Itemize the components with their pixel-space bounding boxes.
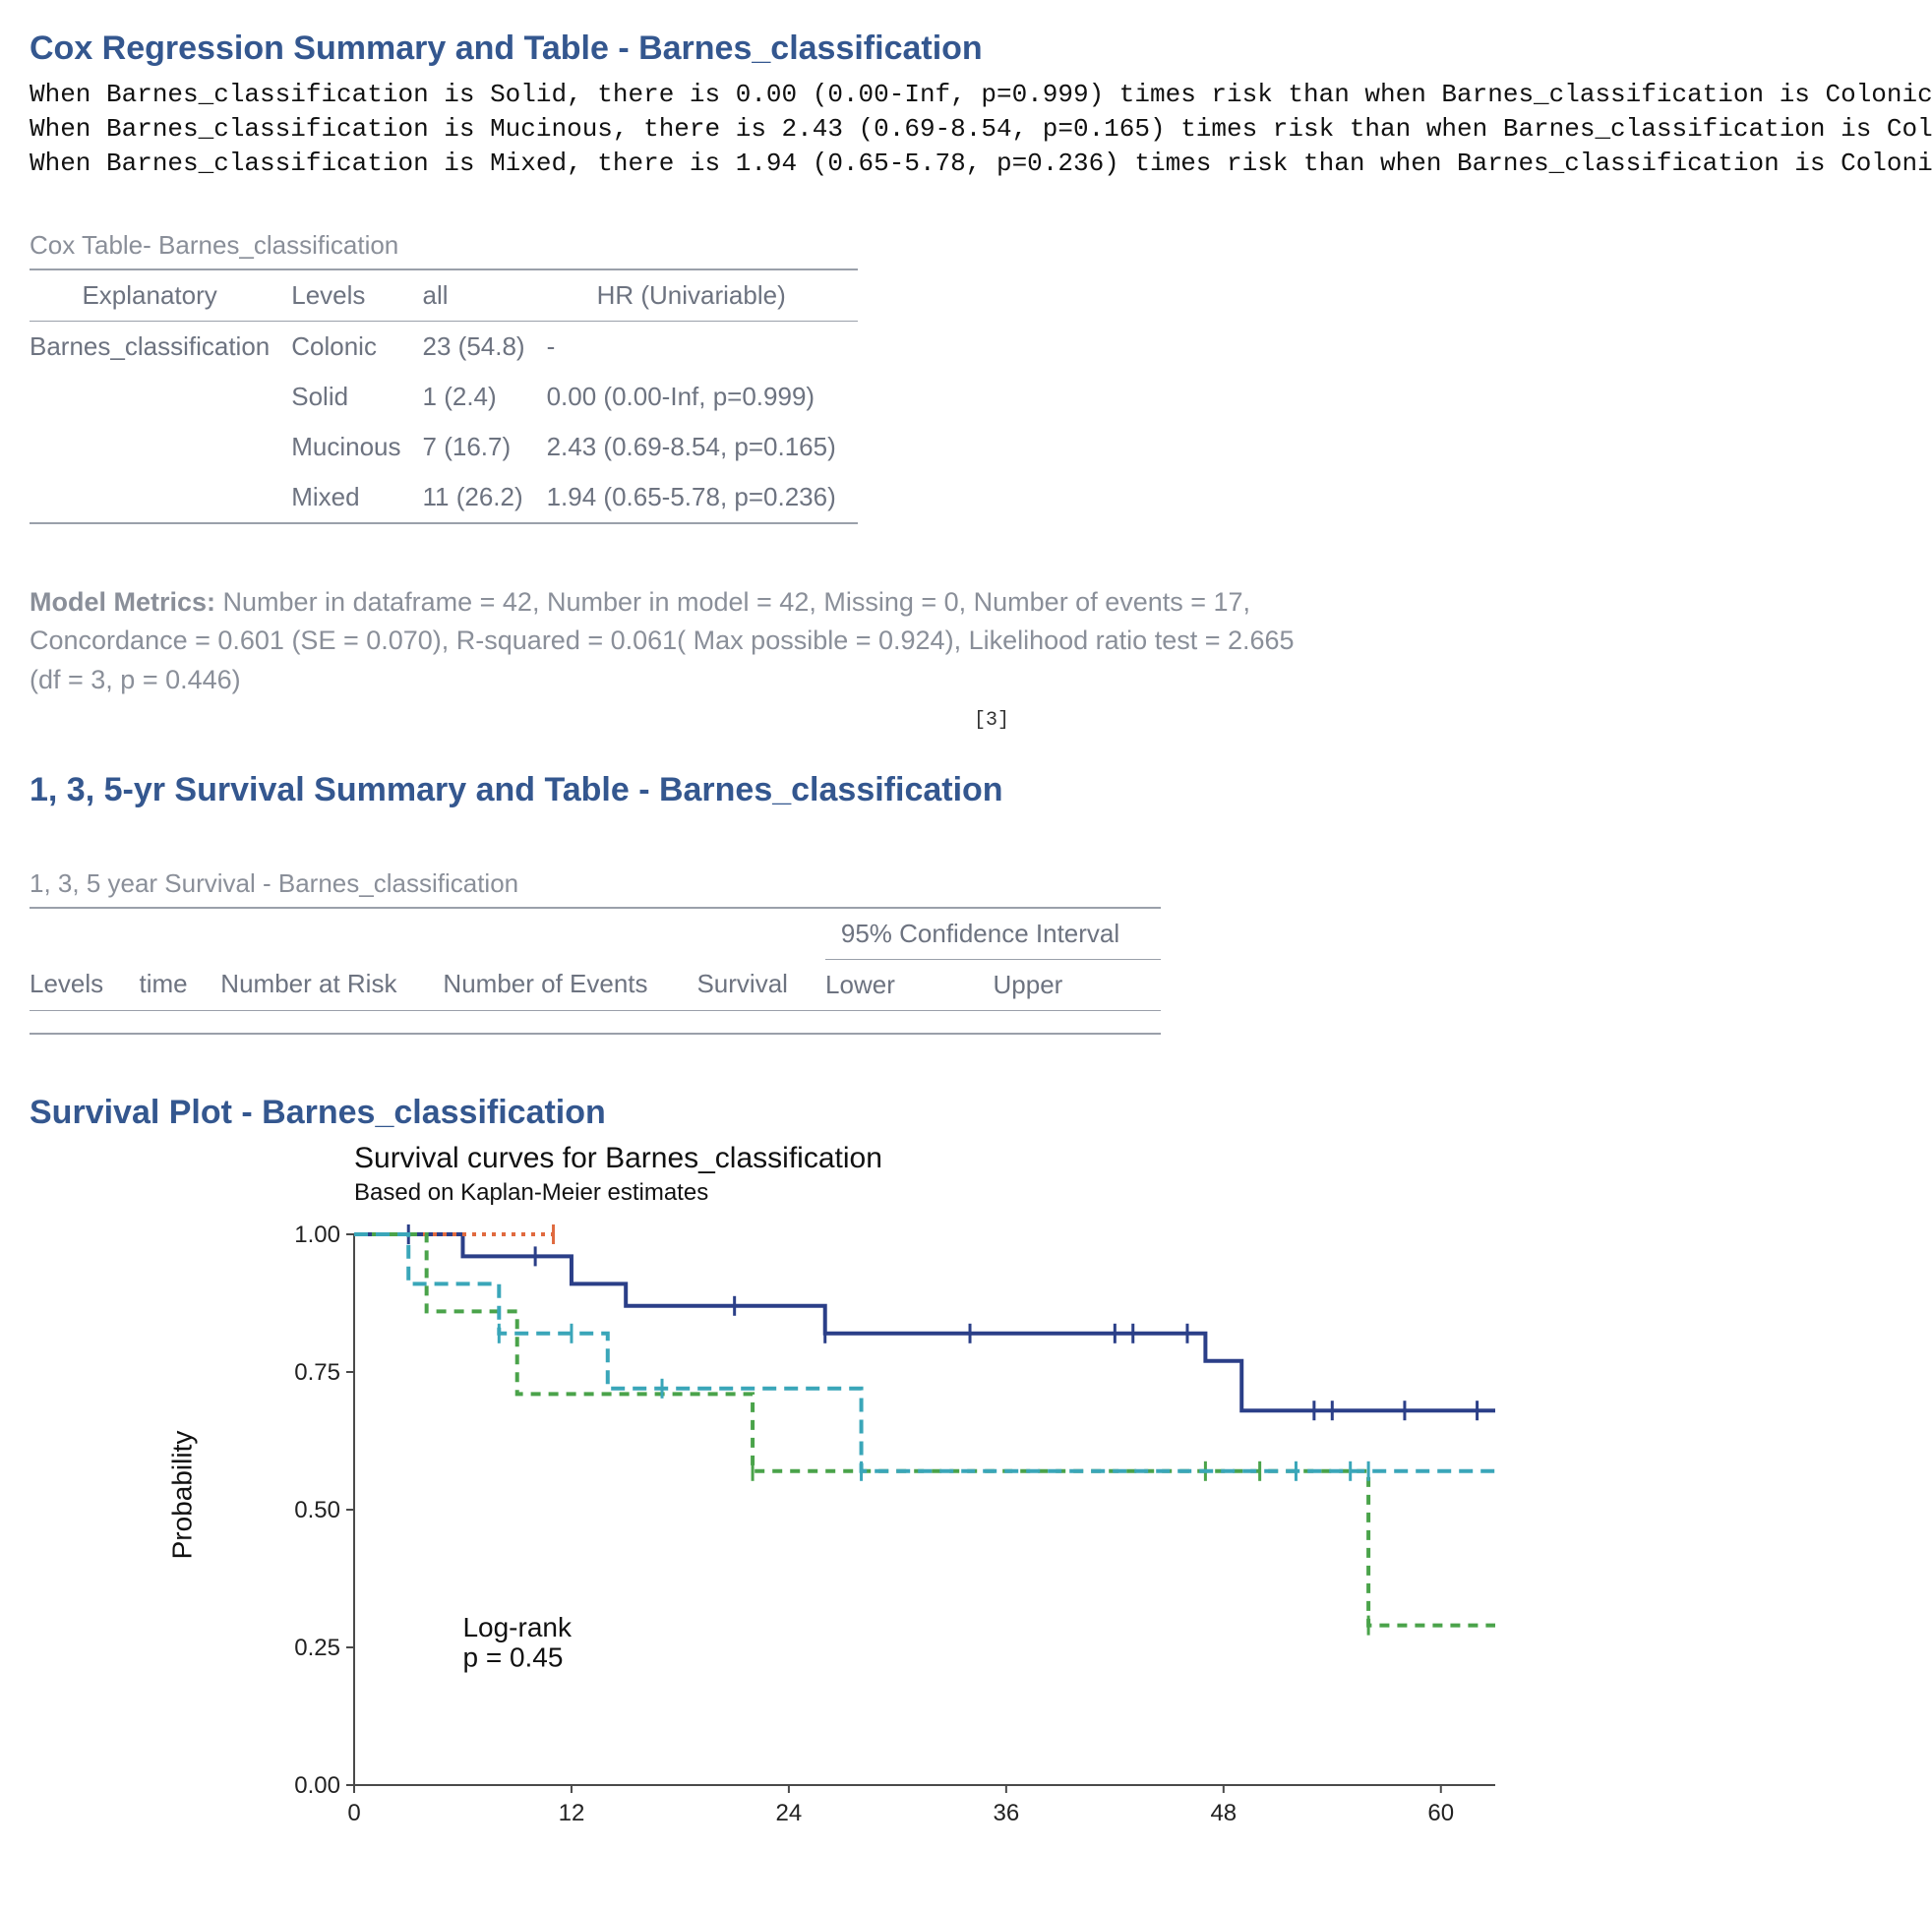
surv-col-levels: Levels — [30, 959, 140, 1010]
svg-text:0.25: 0.25 — [294, 1635, 340, 1661]
svg-text:0.00: 0.00 — [294, 1772, 340, 1799]
model-metrics: Model Metrics: Number in dataframe = 42,… — [30, 583, 1308, 698]
table-cell: - — [547, 322, 858, 373]
table-cell: Colonic — [291, 322, 422, 373]
table-cell: 7 (16.7) — [423, 422, 547, 472]
model-metrics-label: Model Metrics: — [30, 587, 223, 617]
svg-text:Log-rank: Log-rank — [462, 1612, 573, 1642]
surv-table-caption: 1, 3, 5 year Survival - Barnes_classific… — [30, 868, 1902, 899]
table-row: Mucinous7 (16.7)2.43 (0.69-8.54, p=0.165… — [30, 422, 858, 472]
cox-col-levels: Levels — [291, 269, 422, 322]
cox-col-explanatory: Explanatory — [30, 269, 291, 322]
svg-text:0.50: 0.50 — [294, 1497, 340, 1523]
table-cell — [30, 372, 291, 422]
surv-col-lower: Lower — [825, 959, 993, 1010]
svg-text:48: 48 — [1210, 1800, 1237, 1826]
svg-text:24: 24 — [776, 1800, 803, 1826]
table-cell — [30, 422, 291, 472]
table-cell: 2.43 (0.69-8.54, p=0.165) — [547, 422, 858, 472]
plot-ylabel: Probability — [166, 1431, 198, 1560]
cox-summary-text: When Barnes_classification is Solid, the… — [30, 78, 1902, 181]
surv-col-upper: Upper — [994, 959, 1162, 1010]
cox-footnote: [3] — [974, 709, 1902, 732]
table-cell — [30, 472, 291, 523]
plot-title: Survival curves for Barnes_classificatio… — [354, 1142, 1902, 1175]
table-row: Barnes_classificationColonic23 (54.8)- — [30, 322, 858, 373]
table-row: Solid1 (2.4)0.00 (0.00-Inf, p=0.999) — [30, 372, 858, 422]
survival-plot: Survival curves for Barnes_classificatio… — [177, 1142, 1902, 1849]
svg-text:1.00: 1.00 — [294, 1222, 340, 1248]
surv-col-survival: Survival — [696, 959, 825, 1010]
svg-text:0.75: 0.75 — [294, 1359, 340, 1386]
cox-table-caption: Cox Table- Barnes_classification — [30, 230, 1902, 261]
surv-table: 95% Confidence Interval Levels time Numb… — [30, 907, 1161, 1011]
svg-text:36: 36 — [994, 1800, 1020, 1826]
table-cell: 1 (2.4) — [423, 372, 547, 422]
table-cell: 23 (54.8) — [423, 322, 547, 373]
cox-col-all: all — [423, 269, 547, 322]
table-cell: 1.94 (0.65-5.78, p=0.236) — [547, 472, 858, 523]
surv-section-title: 1, 3, 5-yr Survival Summary and Table - … — [30, 771, 1902, 809]
surv-col-nevents: Number of Events — [443, 959, 696, 1010]
surv-table-bottom-rule — [30, 1033, 1161, 1035]
plot-subtitle: Based on Kaplan-Meier estimates — [354, 1179, 1902, 1207]
table-row: Mixed11 (26.2)1.94 (0.65-5.78, p=0.236) — [30, 472, 858, 523]
table-cell: Barnes_classification — [30, 322, 291, 373]
surv-ci-header: 95% Confidence Interval — [825, 908, 1161, 960]
cox-table: Explanatory Levels all HR (Univariable) … — [30, 268, 858, 524]
surv-col-time: time — [140, 959, 221, 1010]
table-cell: Mucinous — [291, 422, 422, 472]
km-plot-svg: 0.00 0.25 0.50 0.75 1.00 0 12 24 36 48 60 Log-rankp… — [177, 1215, 1535, 1844]
surv-col-nrisk: Number at Risk — [220, 959, 443, 1010]
svg-text:0: 0 — [347, 1800, 360, 1826]
svg-text:60: 60 — [1427, 1800, 1454, 1826]
cox-section-title: Cox Regression Summary and Table - Barne… — [30, 30, 1902, 68]
table-cell: 0.00 (0.00-Inf, p=0.999) — [547, 372, 858, 422]
svg-text:p = 0.45: p = 0.45 — [462, 1641, 563, 1672]
cox-col-hr: HR (Univariable) — [547, 269, 858, 322]
table-cell: 11 (26.2) — [423, 472, 547, 523]
table-cell: Mixed — [291, 472, 422, 523]
svg-text:12: 12 — [559, 1800, 585, 1826]
table-cell: Solid — [291, 372, 422, 422]
plot-section-title: Survival Plot - Barnes_classification — [30, 1094, 1902, 1132]
